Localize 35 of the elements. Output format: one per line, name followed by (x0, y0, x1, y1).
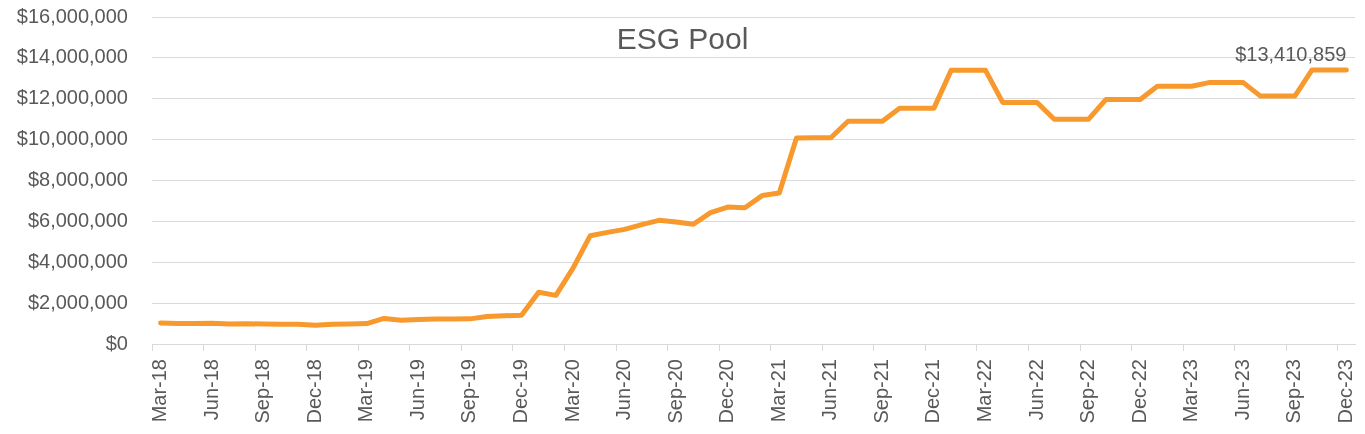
y-tick-label: $0 (105, 331, 128, 354)
x-tick-label: Jun-22 (1024, 359, 1047, 421)
x-tick-label: Jun-21 (818, 359, 841, 421)
x-tick-label: Sep-21 (869, 359, 892, 424)
x-tick-label: Jun-19 (405, 359, 428, 421)
x-tick-label: Jun-23 (1230, 359, 1253, 421)
y-tick-label: $8,000,000 (27, 168, 128, 191)
y-tick-label: $4,000,000 (27, 249, 128, 272)
y-tick-label: $2,000,000 (27, 290, 128, 313)
x-tick-label: Jun-18 (199, 359, 222, 421)
x-tick-label: Mar-19 (354, 359, 377, 423)
x-tick-label: Mar-23 (1179, 359, 1202, 423)
y-tick-label: $6,000,000 (27, 208, 128, 231)
y-tick-label: $10,000,000 (16, 127, 128, 150)
x-tick-label: Dec-18 (302, 359, 325, 424)
x-tick-label: Dec-20 (715, 359, 738, 424)
x-tick-label: Jun-20 (612, 359, 635, 421)
x-tick-label: Mar-18 (148, 359, 171, 423)
x-tick-label: Dec-23 (1333, 359, 1356, 424)
y-tick-label: $14,000,000 (16, 45, 128, 68)
x-tick-label: Sep-22 (1076, 359, 1099, 424)
x-tick-label: Mar-20 (560, 359, 583, 423)
x-tick-label: Sep-18 (251, 359, 274, 424)
data-label: $13,410,859 (1235, 42, 1347, 65)
y-tick-label: $16,000,000 (16, 4, 128, 27)
x-tick-label: Dec-21 (921, 359, 944, 424)
chart-title: ESG Pool (616, 22, 749, 55)
x-tick-label: Mar-21 (766, 359, 789, 423)
y-tick-label: $12,000,000 (16, 86, 128, 109)
x-tick-label: Dec-19 (509, 359, 532, 424)
x-tick-label: Sep-20 (663, 359, 686, 424)
x-tick-label: Sep-19 (457, 359, 480, 424)
x-tick-label: Sep-23 (1282, 359, 1305, 424)
x-tick-label: Dec-22 (1127, 359, 1150, 424)
x-tick-label: Mar-22 (973, 359, 996, 423)
